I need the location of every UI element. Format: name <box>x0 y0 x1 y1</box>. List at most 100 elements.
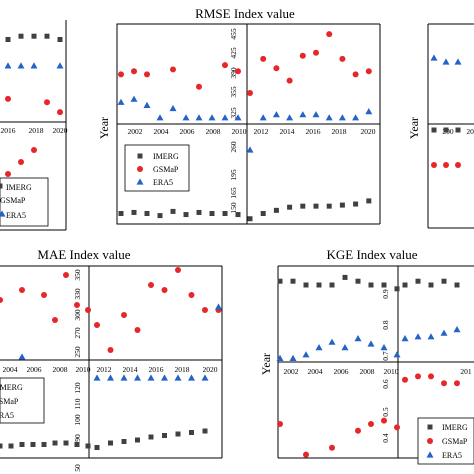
point-gsmap-0-4 <box>196 83 202 90</box>
point-imerg-2-10 <box>247 216 253 222</box>
point-imerg-2-1 <box>131 209 137 215</box>
point-gsmap-2-7 <box>402 376 408 383</box>
panel-1-ytick: 425 <box>229 47 238 59</box>
panel-3-ytick: 300 <box>73 309 82 321</box>
point-era5-1-1 <box>289 354 297 361</box>
panel-1-ytick: 455 <box>229 28 238 40</box>
point-era5-0-1 <box>442 58 450 65</box>
panel-1-yticks-upper: 325 355 390 425 455 <box>229 28 238 119</box>
panel-1-xtick: 2012 <box>254 127 269 136</box>
point-gsmap-0-12 <box>313 49 319 56</box>
point-imerg-2-3 <box>157 213 163 219</box>
point-gsmap-2-0 <box>431 162 437 168</box>
point-gsmap-0-15 <box>202 307 208 313</box>
point-gsmap-0-13 <box>175 267 181 273</box>
panel-1-xtick: 2002 <box>128 127 143 136</box>
panel-0-legend-label: ERA5 <box>6 211 26 220</box>
point-imerg-2-9 <box>235 212 241 218</box>
panel-4-xtick: 2004 <box>308 367 323 376</box>
point-gsmap-0-1 <box>19 287 25 293</box>
point-imerg-2-15 <box>175 431 181 437</box>
panel-3-xtick: 2016 <box>149 365 164 374</box>
point-era5-1-0 <box>117 98 125 105</box>
point-imerg-0-5 <box>342 274 348 280</box>
panel-4-ytick: 0.4 <box>381 433 390 443</box>
panel-1-marks <box>117 31 373 222</box>
point-era5-2-2 <box>30 62 38 69</box>
point-era5-1-8 <box>380 344 388 351</box>
point-gsmap-2-1 <box>443 162 449 168</box>
panel-1-ytick: 195 <box>229 169 238 181</box>
panel-3-legend-label: ERA5 <box>0 411 14 420</box>
point-imerg-0-13 <box>441 278 447 284</box>
point-era5-1-2 <box>143 101 151 108</box>
point-gsmap-1-0 <box>5 95 11 102</box>
point-era5-1-1 <box>93 374 101 381</box>
point-era5-1-11 <box>414 333 422 340</box>
point-imerg-2-6 <box>63 440 69 446</box>
point-imerg-2-12 <box>273 207 279 213</box>
point-era5-1-9 <box>234 114 242 121</box>
panel-4-ytick: 0.5 <box>381 407 390 417</box>
point-gsmap-0-1 <box>131 68 137 75</box>
point-imerg-2-8 <box>222 211 228 216</box>
legend-marker-gsmap <box>427 438 433 444</box>
point-gsmap-3-0 <box>5 171 11 177</box>
panel-1-yticks-lower: 150 165 195 260 <box>229 141 238 214</box>
panel-1-ytick: 260 <box>229 141 238 153</box>
panel-3-yticks-upper: 250 270 300 330 350 <box>73 269 82 358</box>
point-era5-1-11 <box>259 114 267 121</box>
panel-3-xticks-right: 2012 2014 2016 2018 2020 <box>97 365 218 374</box>
panel-1-xticks-right: 2012 2014 2016 2018 2020 <box>254 127 376 136</box>
point-gsmap-0-7 <box>247 90 253 96</box>
panel-4-ylabel: Year <box>259 353 273 375</box>
panel-4-title: KGE Index value <box>327 247 418 262</box>
point-gsmap-2-2 <box>455 162 461 168</box>
panel-3-xtick: 2012 <box>97 365 112 374</box>
point-imerg-1-1 <box>443 127 449 133</box>
panel-1-xtick: 2008 <box>206 127 221 136</box>
panel-0-xtick: 2020 <box>53 126 68 135</box>
point-era5-1-3 <box>120 374 128 381</box>
point-imerg-0-7 <box>368 282 374 288</box>
point-era5-1-4 <box>169 104 177 112</box>
point-imerg-2-19 <box>366 198 372 204</box>
panel-3-xtick: 2006 <box>27 365 42 374</box>
panel-3-legend-label: GSMaP <box>0 397 19 406</box>
point-imerg-0-0 <box>277 278 283 284</box>
point-gsmap-0-14 <box>339 55 346 62</box>
point-imerg-2-17 <box>202 428 208 434</box>
point-gsmap-0-15 <box>352 71 359 78</box>
point-gsmap-0-11 <box>148 282 154 288</box>
point-imerg-0-3 <box>316 282 322 288</box>
panel-1-title: RMSE Index value <box>195 6 295 21</box>
point-era5-0-0 <box>430 54 438 61</box>
point-imerg-2-15 <box>313 203 319 209</box>
point-era5-2-1 <box>17 62 25 69</box>
panel-1-legend-label: GSMaP <box>153 165 179 174</box>
point-era5-1-17 <box>338 114 346 121</box>
panel-3-title: MAE Index value <box>37 247 130 262</box>
point-gsmap-2-3 <box>355 427 361 434</box>
point-gsmap-2-10 <box>441 380 447 387</box>
point-era5-1-7 <box>367 340 375 347</box>
point-imerg-2-1 <box>8 443 14 449</box>
point-era5-1-6 <box>161 374 168 381</box>
panel-1-xtick: 2006 <box>180 127 195 136</box>
panel-2-marks <box>430 54 462 168</box>
point-era5-1-14 <box>453 326 461 333</box>
panel-1-ytick: 355 <box>229 86 238 98</box>
panel-1-legend: IMERG GSMaP ERA5 <box>124 144 190 192</box>
point-gsmap-0-8 <box>260 55 267 62</box>
legend-marker-era5 <box>136 178 144 185</box>
point-gsmap-0-4 <box>63 272 69 278</box>
panel-4-xtick: 201 <box>460 367 472 376</box>
point-gsmap-2-1 <box>303 451 309 458</box>
point-era5-1-13 <box>286 114 294 121</box>
point-imerg-2-16 <box>326 203 332 209</box>
legend-marker-imerg <box>137 153 143 159</box>
point-gsmap-0-16 <box>365 68 372 75</box>
panel-3-xtick: 2004 <box>3 365 18 374</box>
panel-4-legend: IMERG GSMaP ERA5 <box>417 417 474 465</box>
